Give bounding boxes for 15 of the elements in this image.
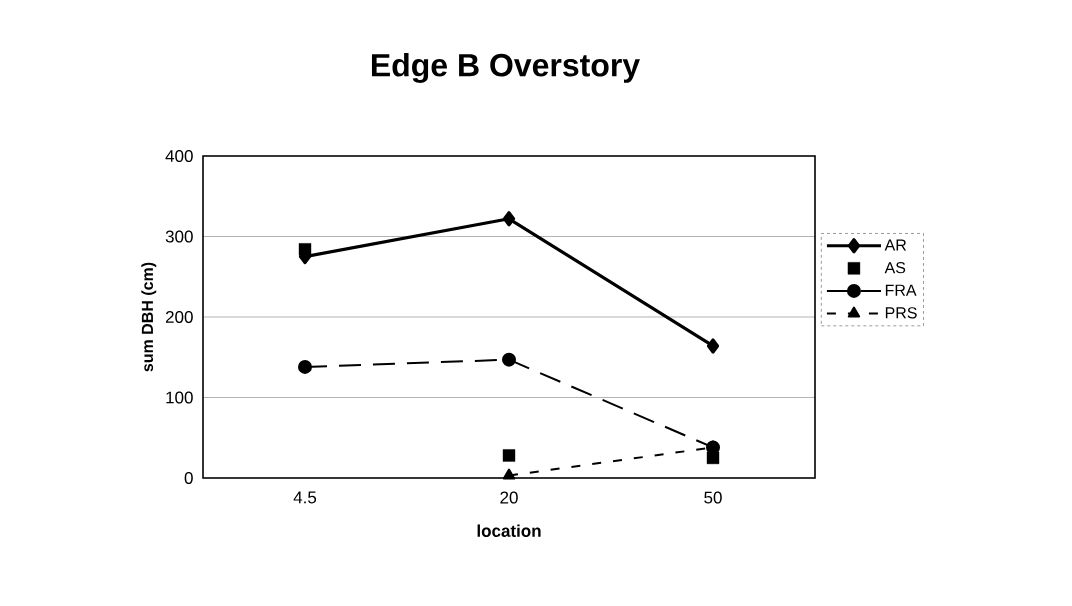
x-tick-label: 4.5 bbox=[293, 491, 317, 504]
legend-label: PRS bbox=[885, 307, 917, 319]
legend-label: AS bbox=[884, 262, 906, 274]
y-axis-title: sum DBH (cm) bbox=[141, 262, 157, 372]
chart-title: Edge B Overstory bbox=[371, 53, 640, 83]
y-tick-label: 300 bbox=[165, 230, 193, 243]
y-tick-label: 400 bbox=[165, 149, 193, 163]
x-tick-label: 20 bbox=[500, 491, 518, 504]
y-tick-label: 100 bbox=[166, 391, 193, 404]
legend-label: FRA bbox=[885, 284, 917, 296]
legend-label: AR bbox=[884, 239, 907, 251]
y-tick-label: 200 bbox=[165, 310, 193, 324]
x-axis-title: location bbox=[477, 524, 541, 537]
x-tick-label: 50 bbox=[704, 491, 722, 504]
y-tick-label: 0 bbox=[184, 471, 193, 485]
